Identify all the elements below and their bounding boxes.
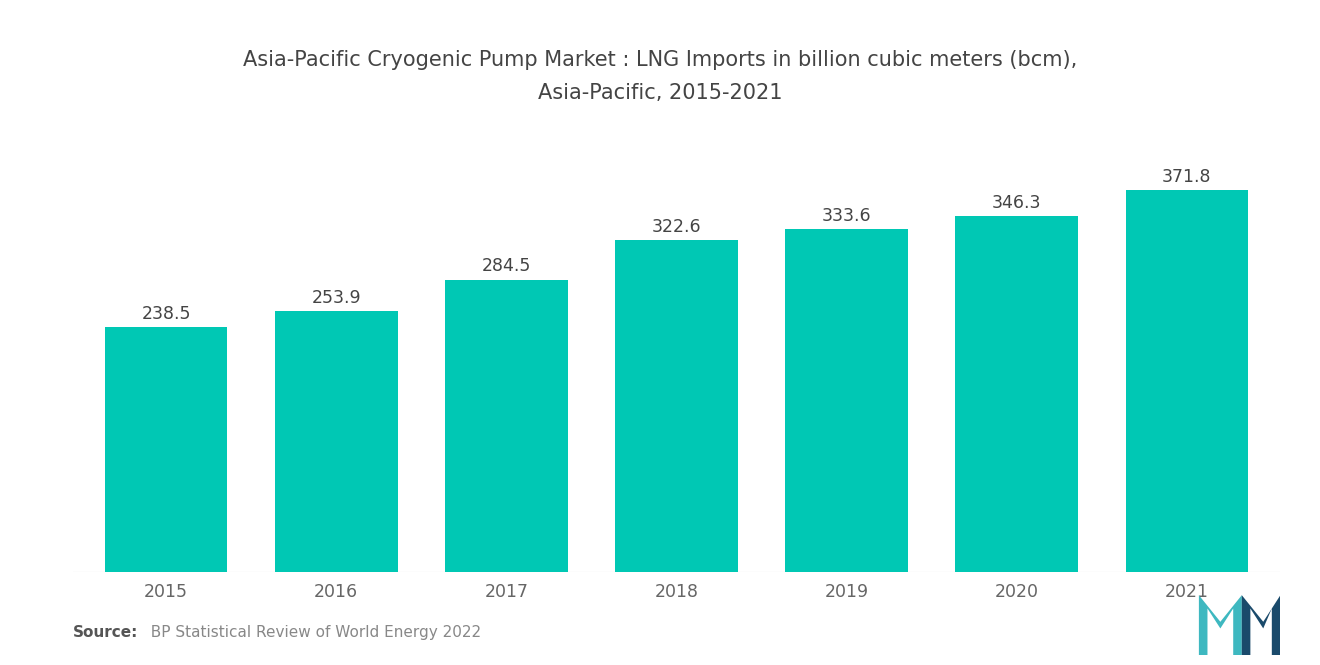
Text: Asia-Pacific Cryogenic Pump Market : LNG Imports in billion cubic meters (bcm),: Asia-Pacific Cryogenic Pump Market : LNG… <box>243 50 1077 70</box>
Bar <box>104 327 227 572</box>
Polygon shape <box>1199 595 1242 655</box>
Bar <box>785 229 908 572</box>
Text: BP Statistical Review of World Energy 2022: BP Statistical Review of World Energy 20… <box>141 624 482 640</box>
Bar <box>445 279 568 572</box>
Polygon shape <box>1242 595 1280 655</box>
Text: 371.8: 371.8 <box>1162 168 1212 186</box>
Bar <box>956 216 1078 572</box>
Text: 238.5: 238.5 <box>141 305 191 323</box>
Text: 284.5: 284.5 <box>482 257 531 275</box>
Text: 333.6: 333.6 <box>822 207 871 225</box>
Text: Asia-Pacific, 2015-2021: Asia-Pacific, 2015-2021 <box>537 83 783 103</box>
Text: 253.9: 253.9 <box>312 289 362 307</box>
Bar <box>615 240 738 572</box>
Bar <box>1126 190 1249 572</box>
Text: 322.6: 322.6 <box>652 218 701 236</box>
Text: 346.3: 346.3 <box>991 194 1041 212</box>
Text: Source:: Source: <box>73 624 139 640</box>
Bar <box>275 311 397 572</box>
